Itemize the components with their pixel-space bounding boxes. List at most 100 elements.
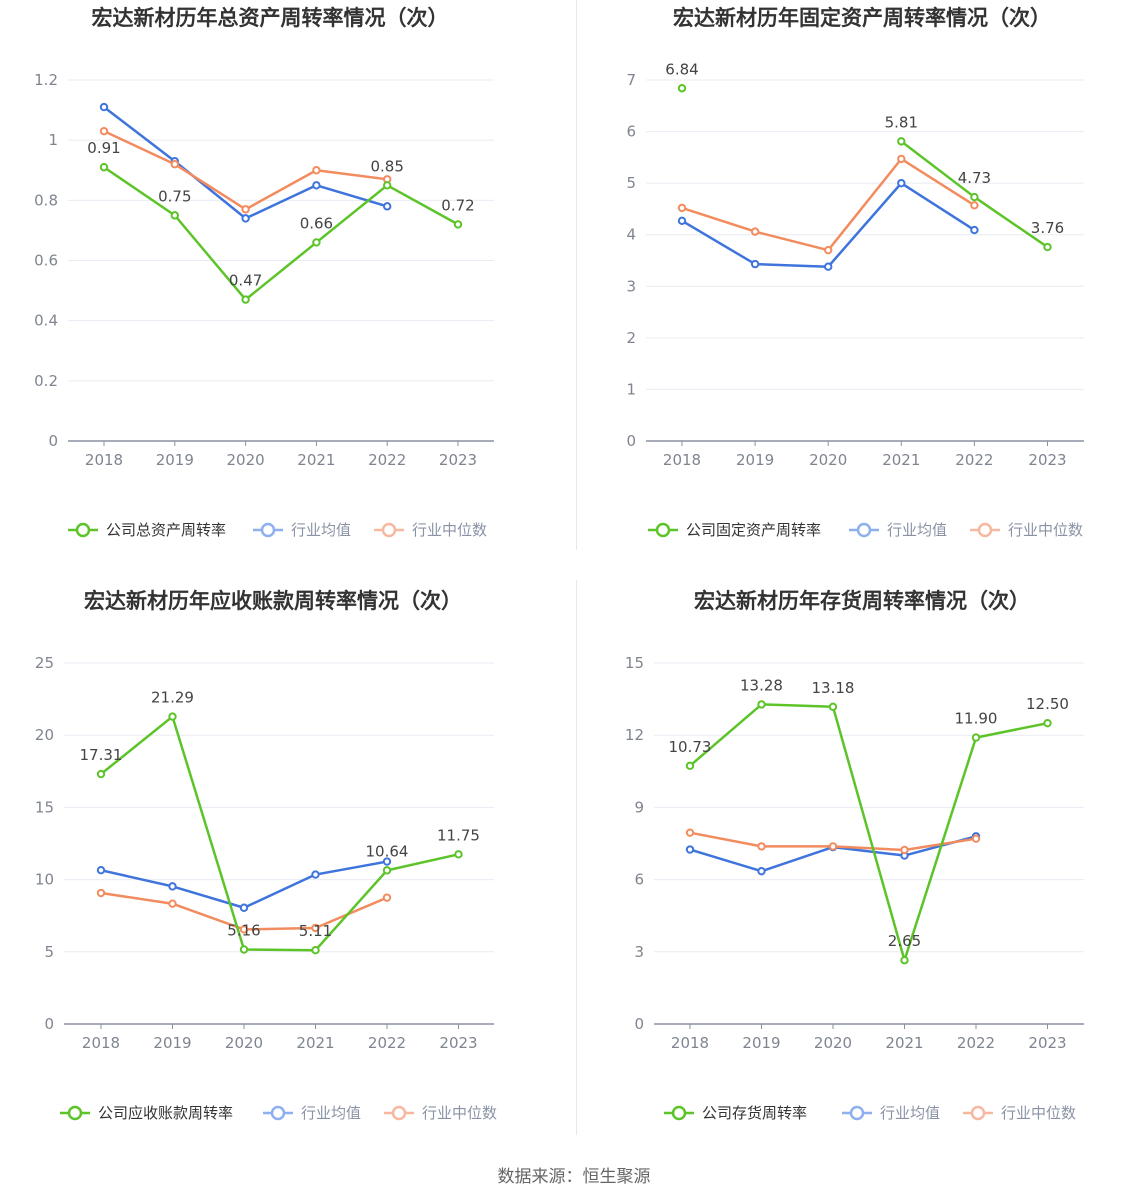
data-point-industry_median — [311, 923, 320, 933]
x-tick-label: 2020 — [225, 1034, 263, 1052]
chart-svg: 宏达新材历年总资产周转率情况（次） 0 0.2 0.4 0.6 0.8 1 1.2 2018 20… — [34, 6, 494, 539]
y-tick-label: 10 — [35, 871, 54, 889]
data-label: 5.16 — [227, 921, 260, 939]
data-point-industry_median — [99, 126, 109, 136]
legend-item-industry_avg: 行业均值 — [849, 521, 947, 539]
data-label: 11.75 — [437, 826, 480, 844]
legend-marker — [655, 522, 671, 538]
legend-marker — [260, 522, 276, 538]
legend-marker — [391, 1105, 407, 1121]
legend-marker — [671, 1105, 687, 1121]
data-point-industry_avg — [685, 845, 695, 854]
data-label: 0.47 — [229, 272, 262, 290]
legend-label: 公司应收账款周转率 — [98, 1104, 233, 1122]
data-label: 11.90 — [955, 710, 998, 728]
data-point-industry_median — [828, 842, 838, 851]
legend-item-industry_avg: 行业均值 — [263, 1104, 361, 1122]
data-point-industry_median — [970, 201, 979, 210]
data-point-company — [454, 850, 463, 859]
data-point-industry_median — [685, 828, 695, 837]
data-point-industry_avg — [96, 866, 106, 875]
data-point-industry_median — [168, 899, 177, 908]
x-tick-label: 2023 — [439, 1034, 477, 1052]
x-tick-label: 2021 — [296, 1034, 334, 1052]
legend-item-company: 公司总资产周转率 — [68, 521, 226, 539]
data-label: 4.73 — [958, 169, 991, 187]
y-tick-label: 4 — [626, 226, 636, 244]
chart-fixed-asset-turnover: 宏达新材历年固定资产周转率情况（次） 0 1 2 3 4 5 6 7 2018 2019 2020 20… — [576, 0, 1148, 560]
data-point-industry_avg — [677, 216, 687, 225]
series-line-industry_avg — [100, 860, 388, 910]
y-tick-label: 0 — [626, 432, 636, 450]
data-label: 3.76 — [1031, 219, 1064, 237]
data-point-industry_avg — [750, 259, 760, 269]
data-label: 0.66 — [300, 214, 333, 232]
data-point-industry_median — [170, 160, 180, 169]
data-point-company — [1043, 718, 1052, 728]
y-tick-label: 2 — [626, 329, 636, 347]
x-tick-label: 2023 — [1028, 1034, 1066, 1052]
chart-title: 宏达新材历年存货周转率情况（次） — [694, 589, 1030, 613]
legend-label: 行业均值 — [887, 521, 947, 539]
data-point-company — [685, 761, 695, 770]
series-line-company — [100, 715, 459, 952]
legend-item-industry_avg: 行业均值 — [253, 521, 351, 539]
data-point-company — [971, 733, 981, 742]
data-point-company — [677, 84, 687, 93]
data-point-industry_median — [677, 203, 687, 213]
x-tick-label: 2019 — [156, 451, 194, 469]
data-point-industry_median — [824, 245, 833, 255]
x-tick-label: 2019 — [736, 451, 774, 469]
data-point-industry_median — [382, 893, 392, 902]
legend-marker — [75, 522, 91, 538]
data-point-industry_avg — [382, 857, 392, 866]
y-tick-label: 0.2 — [34, 372, 58, 390]
y-tick-label: 9 — [634, 798, 644, 816]
chart-title: 宏达新材历年应收账款周转率情况（次） — [84, 589, 462, 613]
legend-item-industry_median: 行业中位数 — [963, 1104, 1076, 1122]
x-tick-label: 2018 — [671, 1034, 709, 1052]
data-point-company — [239, 945, 249, 954]
legend-item-company: 公司存货周转率 — [664, 1104, 807, 1122]
x-tick-label: 2022 — [368, 1034, 406, 1052]
y-tick-label: 0 — [634, 1015, 644, 1033]
x-tick-label: 2023 — [439, 451, 477, 469]
x-tick-label: 2022 — [955, 451, 993, 469]
x-tick-label: 2022 — [368, 451, 406, 469]
data-label: 5.11 — [299, 922, 332, 940]
data-label: 2.65 — [888, 932, 921, 950]
legend-item-industry_median: 行业中位数 — [374, 521, 487, 539]
chart-title: 宏达新材历年总资产周转率情况（次） — [92, 6, 449, 30]
y-tick-label: 1.2 — [34, 71, 58, 89]
data-point-company — [312, 238, 321, 247]
legend-label: 行业均值 — [301, 1104, 361, 1122]
y-tick-label: 25 — [35, 654, 54, 672]
legend-marker — [849, 1105, 865, 1121]
x-tick-label: 2020 — [227, 451, 265, 469]
data-label: 13.28 — [740, 676, 783, 694]
data-point-company — [828, 702, 838, 712]
x-tick-label: 2021 — [885, 1034, 923, 1052]
x-tick-label: 2023 — [1028, 451, 1066, 469]
data-point-industry_avg — [311, 870, 320, 879]
data-label: 17.31 — [80, 746, 123, 764]
chart-receivables-turnover: 宏达新材历年应收账款周转率情况（次） 0 5 10 15 20 25 2018 2019 2020… — [0, 583, 576, 1143]
legend-label: 行业中位数 — [412, 521, 487, 539]
data-point-industry_median — [897, 154, 906, 164]
y-tick-label: 1 — [48, 131, 58, 149]
chart-svg: 宏达新材历年应收账款周转率情况（次） 0 5 10 15 20 25 2018 2019 2020… — [35, 589, 497, 1122]
data-label: 13.18 — [812, 679, 855, 697]
y-tick-label: 6 — [626, 123, 636, 141]
data-point-company — [311, 946, 320, 955]
data-label: 0.75 — [158, 187, 191, 205]
legend-label: 行业均值 — [880, 1104, 940, 1122]
y-tick-label: 6 — [634, 871, 644, 889]
data-label: 6.84 — [665, 60, 698, 78]
data-point-industry_median — [757, 842, 766, 851]
legend-label: 行业中位数 — [1001, 1104, 1076, 1122]
x-tick-label: 2018 — [82, 1034, 120, 1052]
data-point-industry_avg — [168, 882, 177, 891]
y-tick-label: 0 — [44, 1015, 54, 1033]
data-point-company — [96, 769, 106, 779]
x-tick-label: 2018 — [663, 451, 701, 469]
